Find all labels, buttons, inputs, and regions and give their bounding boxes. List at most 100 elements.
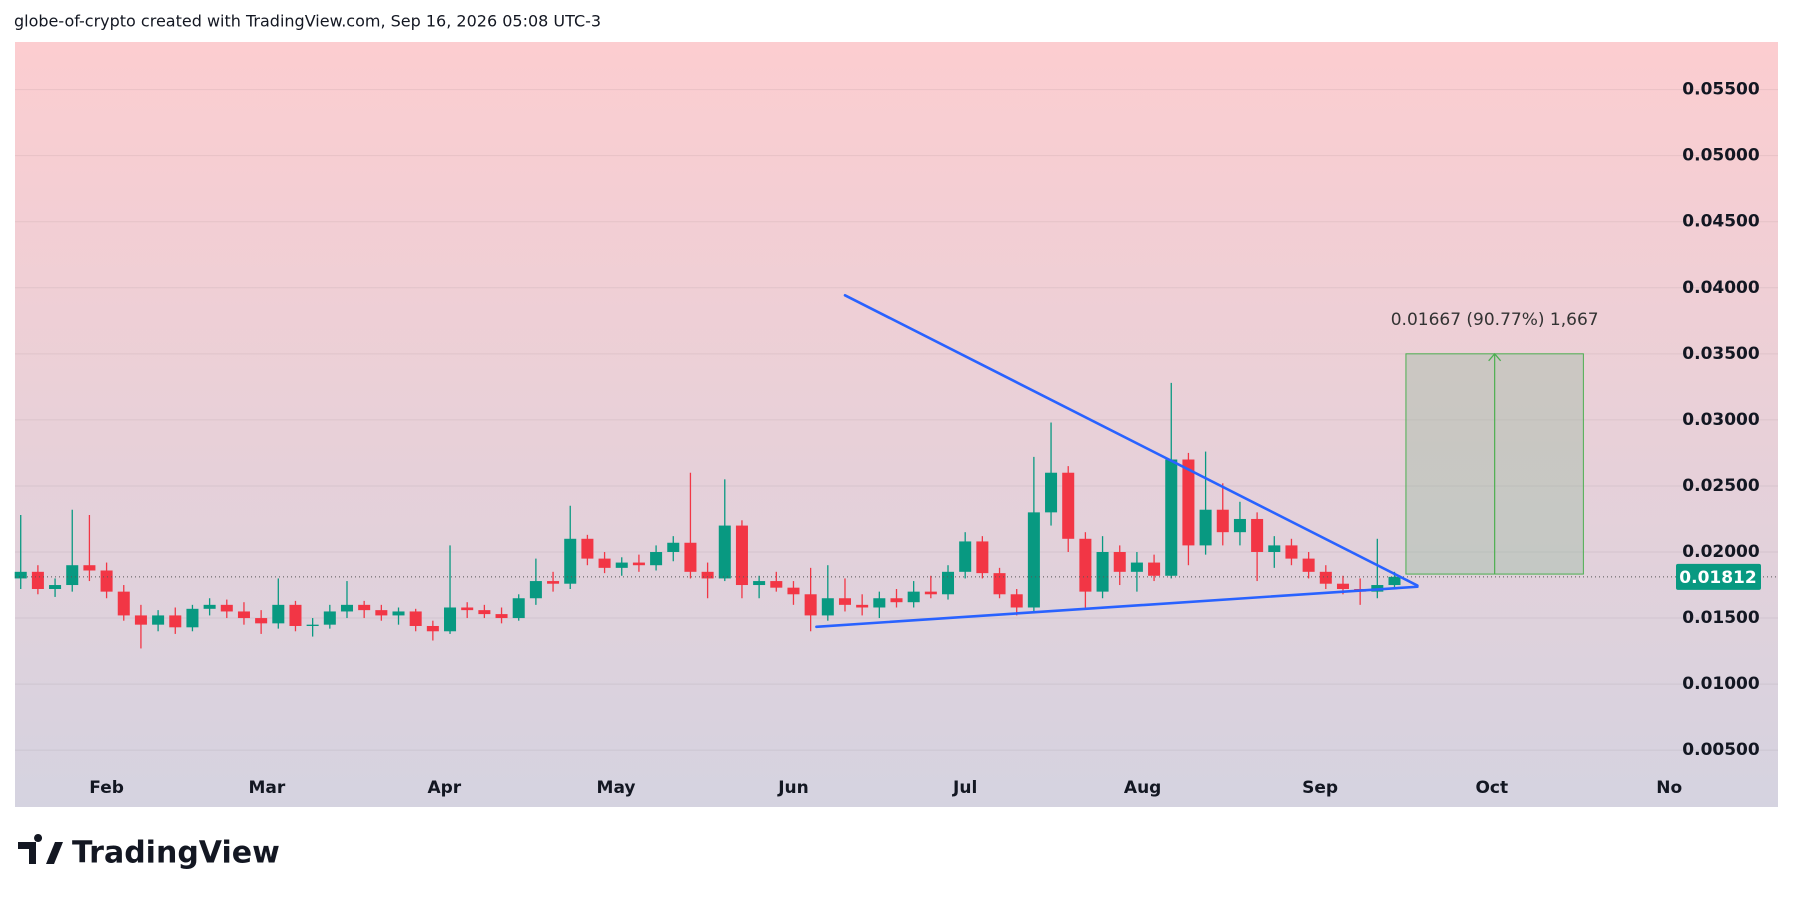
candle-body: [838, 598, 851, 605]
candle-body: [1062, 472, 1075, 539]
candle-body: [306, 624, 319, 626]
candle-body: [1096, 552, 1109, 592]
trendline: [815, 585, 1419, 629]
plot: 0.01667 (90.77%) 1,667: [14, 293, 1778, 649]
candle-body: [1199, 509, 1212, 546]
y-tick-label: 0.02000: [1682, 542, 1760, 562]
candle-body: [14, 571, 27, 579]
candle-body: [547, 581, 560, 584]
candle-body: [735, 525, 748, 586]
candle-body: [358, 604, 371, 611]
candle-body: [31, 571, 44, 589]
logo-mark: [46, 842, 63, 864]
candle-body: [1113, 552, 1126, 572]
candle-body: [598, 558, 611, 568]
candle-body: [134, 615, 147, 625]
last-price-label: 0.01812: [1679, 568, 1756, 588]
candle-body: [512, 598, 525, 619]
candle-body: [1079, 538, 1092, 592]
candle-body: [667, 542, 680, 552]
candle-body: [117, 591, 130, 616]
y-tick-label: 0.05000: [1682, 146, 1760, 166]
candle-body: [890, 598, 903, 603]
x-tick-label: Feb: [89, 778, 124, 798]
candle-body: [152, 615, 165, 625]
y-tick-label: 0.04500: [1682, 212, 1760, 232]
trendline: [843, 293, 1419, 587]
x-tick-label: Sep: [1302, 778, 1338, 798]
header-text: globe-of-crypto created with TradingView…: [14, 12, 601, 31]
y-tick-label: 0.00500: [1682, 740, 1760, 760]
candle-body: [564, 538, 577, 584]
brand-text: TradingView: [72, 836, 280, 871]
y-tick-label: 0.01000: [1682, 674, 1760, 694]
brand-logo: TradingView: [18, 834, 280, 871]
candle-body: [1319, 571, 1332, 584]
candle-body: [873, 598, 886, 608]
candle-body: [1148, 562, 1161, 576]
x-tick-label: Jun: [777, 778, 809, 798]
candle-body: [272, 604, 285, 624]
candle-body: [770, 581, 783, 588]
x-tick-label: Apr: [427, 778, 461, 798]
candle-body: [1045, 472, 1058, 513]
x-tick-label: Jul: [952, 778, 977, 798]
y-tick-label: 0.05500: [1682, 80, 1760, 100]
candle-body: [976, 541, 989, 574]
candle-body: [495, 614, 508, 619]
candle-body: [804, 594, 817, 616]
candle-body: [169, 615, 182, 628]
candle-body: [907, 591, 920, 603]
range-arrow: [1488, 352, 1502, 575]
candle-body: [1251, 518, 1264, 552]
candle-body: [1388, 576, 1401, 586]
candle-body: [581, 538, 594, 559]
y-tick-label: 0.03500: [1682, 344, 1760, 364]
candle-body: [255, 618, 268, 624]
candle-body: [426, 625, 439, 632]
grid: [15, 89, 1778, 751]
candle-body: [220, 604, 233, 612]
candle-body: [684, 542, 697, 572]
candle-body: [718, 525, 731, 579]
candle-body: [1336, 583, 1349, 589]
candle-body: [444, 607, 457, 632]
candle-body: [632, 562, 645, 566]
candle-body: [1130, 562, 1143, 572]
candle-body: [1010, 594, 1023, 608]
x-tick-label: No: [1656, 778, 1682, 798]
y-tick-label: 0.01500: [1682, 608, 1760, 628]
candle-body: [787, 587, 800, 595]
candle-body: [203, 604, 216, 609]
candle-body: [409, 611, 422, 626]
axes: 0.00500 0.01000 0.01500 0.02000 0.02500 0.030…: [89, 80, 1761, 798]
candle-body: [615, 562, 628, 568]
candle-body: [959, 541, 972, 572]
candle-body: [375, 610, 388, 616]
candle-body: [478, 610, 491, 615]
candle-body: [1165, 459, 1178, 576]
candle-body: [1233, 518, 1246, 533]
logo-mark: [18, 834, 43, 864]
candle-body: [49, 585, 62, 589]
candle-body: [650, 552, 663, 566]
candle-body: [1216, 509, 1229, 533]
candle-body: [237, 611, 250, 619]
x-tick-label: Aug: [1124, 778, 1161, 798]
candle-body: [529, 581, 542, 599]
range-label: 0.01667 (90.77%) 1,667: [1391, 310, 1599, 330]
candle-body: [753, 581, 766, 586]
candle-body: [821, 598, 834, 616]
candle-body: [392, 611, 405, 616]
candle-body: [186, 608, 199, 628]
candle-body: [942, 571, 955, 595]
y-tick-label: 0.03000: [1682, 410, 1760, 430]
candle-body: [924, 591, 937, 595]
candle-body: [461, 607, 474, 611]
x-tick-label: Oct: [1475, 778, 1508, 798]
candle-body: [856, 604, 869, 608]
y-tick-label: 0.02500: [1682, 476, 1760, 496]
candle-body: [1027, 512, 1040, 608]
candle-body: [701, 571, 714, 579]
